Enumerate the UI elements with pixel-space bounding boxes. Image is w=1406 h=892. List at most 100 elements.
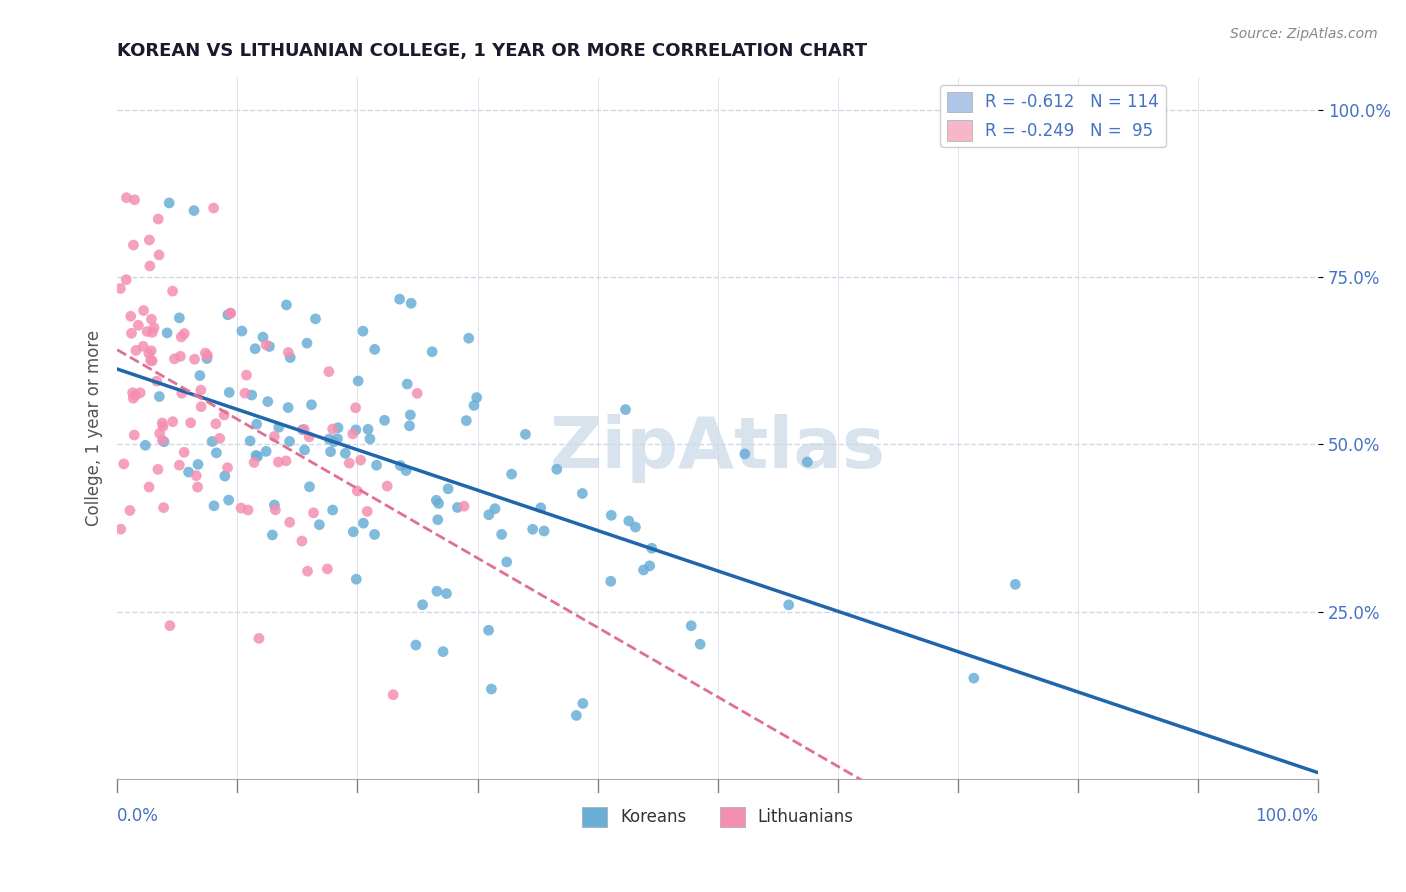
Point <box>689 637 711 651</box>
Point <box>156 326 179 340</box>
Point <box>278 434 301 449</box>
Point <box>148 248 170 262</box>
Point <box>318 432 340 446</box>
Point <box>201 434 224 449</box>
Point <box>1004 577 1026 591</box>
Point <box>112 457 135 471</box>
Point <box>162 284 184 298</box>
Point <box>292 422 315 436</box>
Point <box>342 426 364 441</box>
Point <box>796 455 818 469</box>
Point <box>208 431 231 445</box>
Point <box>236 503 259 517</box>
Point <box>277 401 299 415</box>
Point <box>205 446 228 460</box>
Point <box>134 438 156 452</box>
Point <box>352 516 374 530</box>
Point <box>239 434 262 448</box>
Point <box>163 351 186 366</box>
Point <box>124 193 146 207</box>
Point <box>291 423 314 437</box>
Point <box>254 444 277 458</box>
Point <box>190 383 212 397</box>
Point <box>297 564 319 578</box>
Point <box>346 483 368 498</box>
Point <box>115 191 138 205</box>
Point <box>183 352 205 367</box>
Point <box>396 377 419 392</box>
Point <box>617 514 640 528</box>
Point <box>425 493 447 508</box>
Point <box>125 343 148 358</box>
Point <box>139 259 162 273</box>
Point <box>132 339 155 353</box>
Point <box>478 508 501 522</box>
Point <box>235 368 257 383</box>
Point <box>173 445 195 459</box>
Point <box>326 421 349 435</box>
Point <box>141 312 163 326</box>
Point <box>337 456 360 470</box>
Point <box>347 374 370 388</box>
Point <box>256 394 278 409</box>
Point <box>456 414 478 428</box>
Point <box>342 524 364 539</box>
Point <box>546 462 568 476</box>
Point <box>352 324 374 338</box>
Point <box>344 423 367 437</box>
Point <box>319 444 342 458</box>
Point <box>259 339 281 353</box>
Point <box>129 385 152 400</box>
Point <box>205 417 228 431</box>
Point <box>162 415 184 429</box>
Point <box>453 499 475 513</box>
Point <box>263 498 285 512</box>
Point <box>141 353 163 368</box>
Point <box>495 555 517 569</box>
Point <box>138 480 160 494</box>
Point <box>217 460 239 475</box>
Point <box>638 558 661 573</box>
Point <box>437 482 460 496</box>
Point <box>420 344 443 359</box>
Point <box>326 432 349 446</box>
Point <box>194 346 217 360</box>
Point <box>304 311 326 326</box>
Point <box>356 504 378 518</box>
Point <box>298 430 321 444</box>
Point <box>169 310 191 325</box>
Point <box>357 422 380 436</box>
Y-axis label: College, 1 year or more: College, 1 year or more <box>86 330 103 525</box>
Point <box>294 442 316 457</box>
Point <box>479 681 502 696</box>
Point <box>246 450 269 464</box>
Point <box>366 458 388 473</box>
Point <box>149 426 172 441</box>
Point <box>122 391 145 405</box>
Point <box>599 574 621 589</box>
Point <box>427 496 450 510</box>
Point <box>263 429 285 443</box>
Point <box>152 500 174 515</box>
Point <box>364 343 387 357</box>
Point <box>530 500 553 515</box>
Point <box>152 434 174 448</box>
Point <box>363 527 385 541</box>
Point <box>344 572 367 586</box>
Point <box>267 420 290 434</box>
Point <box>183 203 205 218</box>
Point <box>641 541 664 556</box>
Point <box>264 503 287 517</box>
Point <box>186 468 208 483</box>
Point <box>153 434 176 449</box>
Point <box>446 500 468 515</box>
Point <box>457 331 479 345</box>
Point <box>110 281 132 295</box>
Point <box>202 201 225 215</box>
Point <box>229 501 252 516</box>
Point <box>141 326 163 340</box>
Point <box>173 326 195 341</box>
Point <box>484 501 506 516</box>
Point <box>190 400 212 414</box>
Point <box>132 303 155 318</box>
